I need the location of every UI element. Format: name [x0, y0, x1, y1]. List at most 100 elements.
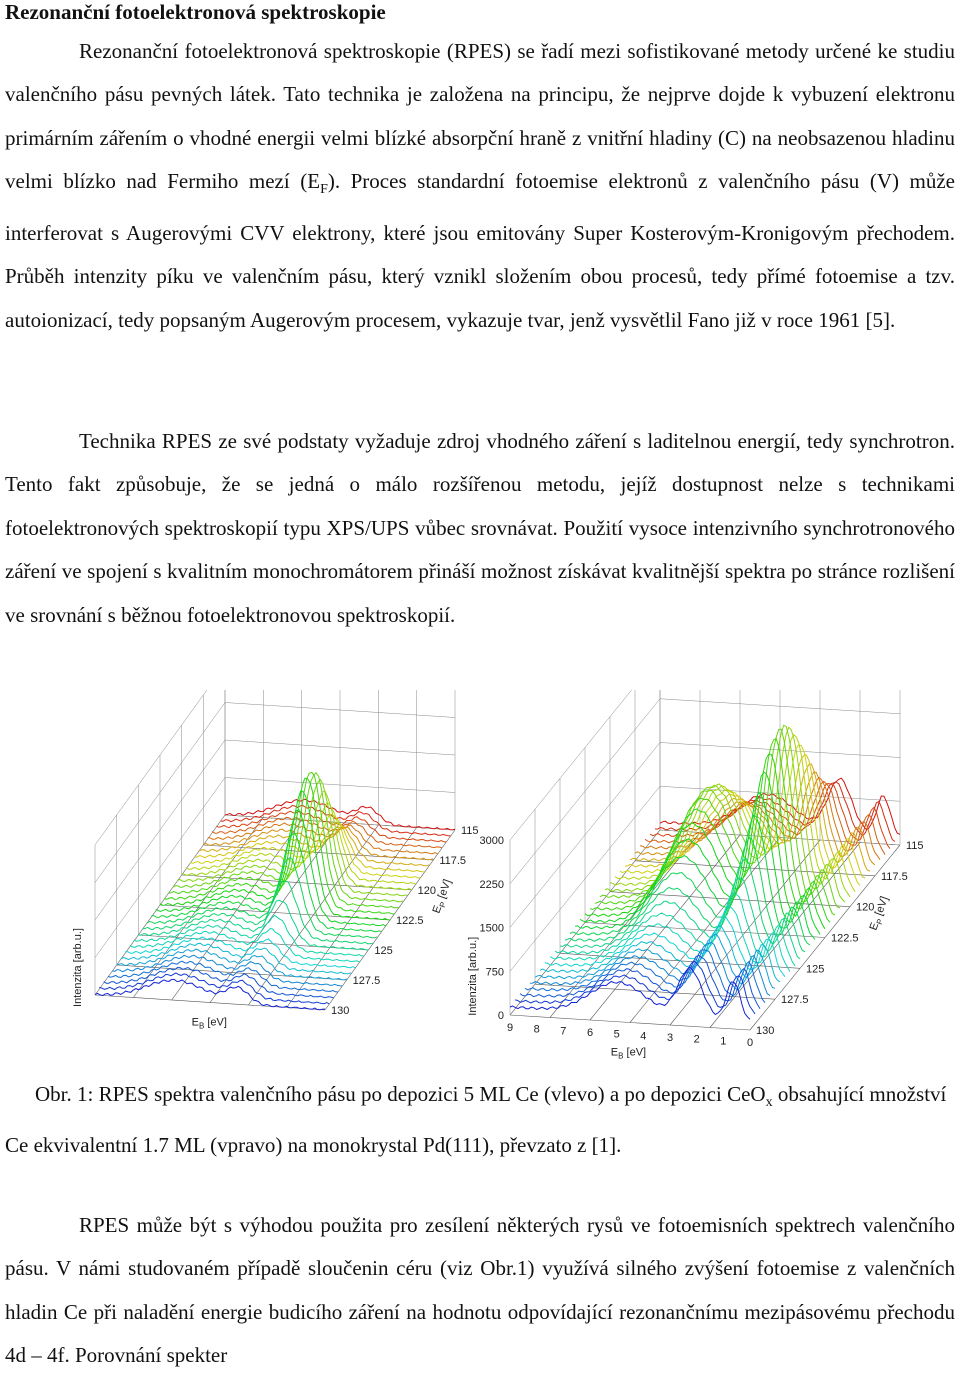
spectrum-line — [125, 936, 356, 969]
spectrum-line — [609, 726, 851, 898]
fermi-subscript: F — [320, 182, 328, 198]
intensity-tick: 1500 — [480, 923, 504, 935]
grid-line — [509, 1014, 751, 1031]
spectrum-line — [514, 960, 756, 1015]
photon-energy-tick: 122.5 — [831, 933, 859, 945]
spectrum-line — [224, 798, 456, 831]
spectrum-line — [594, 738, 836, 916]
spectrum-line — [151, 831, 382, 933]
photon-energy-tick: 117.5 — [439, 855, 466, 867]
binding-energy-tick: 2 — [694, 1034, 700, 1046]
spectrum-line — [129, 927, 360, 963]
spectrum-line — [554, 892, 796, 967]
spectrum-line — [569, 837, 811, 946]
caption-subscript: x — [765, 1095, 773, 1111]
spectrum-line — [614, 733, 856, 893]
grid-line — [94, 994, 326, 1011]
paragraph-1: Rezonanční fotoelektronová spektroskopie… — [5, 30, 955, 342]
floor-grid — [94, 690, 456, 1011]
binding-energy-axis-label: EB [eV] — [611, 1046, 646, 1060]
spectrum-line — [584, 771, 826, 930]
photon-energy-tick: 122.5 — [396, 915, 424, 927]
spectrum-line — [654, 781, 896, 842]
spectrum-line — [155, 809, 386, 927]
binding-energy-tick: 9 — [507, 1022, 513, 1034]
spectrum-line — [116, 948, 347, 981]
spectrum-line — [142, 880, 373, 945]
spectrum-line — [534, 933, 776, 989]
photon-energy-tick: 130 — [756, 1025, 774, 1037]
spectrum-line — [639, 776, 881, 860]
spectrum-line — [519, 954, 761, 1010]
spectrum-line — [146, 856, 378, 939]
photon-energy-tick: 120 — [856, 902, 874, 914]
photon-energy-tick: 125 — [374, 945, 392, 957]
rpes-chart-right: 115 117.5 120 122.5 125 127.5 130 9 8 7 6 5 4 3 2 1 0 0 75… — [467, 690, 924, 1060]
spectrum-line — [524, 949, 766, 1004]
paragraph-1-text-b: ). Proces standardní fotoemise elektronů… — [5, 169, 955, 332]
spectrum-line — [198, 826, 430, 867]
spectrum-line — [599, 728, 841, 909]
spectrum-line — [589, 753, 831, 923]
caption-text-a: Obr. 1: RPES spektra valenčního pásu po … — [35, 1082, 766, 1106]
photon-energy-tick: 125 — [806, 963, 824, 975]
photon-energy-tick: 120 — [418, 885, 436, 897]
binding-energy-tick: 7 — [560, 1025, 566, 1037]
floor-grid — [509, 690, 901, 1031]
binding-energy-tick: 4 — [640, 1030, 646, 1042]
spectrum-line — [185, 802, 417, 885]
spectrum-line — [107, 960, 339, 993]
spectrum-line — [164, 777, 395, 915]
binding-energy-axis-label: EB [eV] — [192, 1016, 227, 1030]
spectrum-line — [579, 791, 821, 935]
photon-energy-tick: 115 — [461, 825, 479, 837]
photon-energy-tick: 130 — [331, 1005, 349, 1017]
spectrum-line — [564, 858, 806, 953]
spectrum-line — [604, 724, 846, 903]
intensity-axis-label: Intenzita [arb.u.] — [467, 937, 479, 1016]
binding-energy-tick: 6 — [587, 1027, 593, 1039]
spectrum-line — [138, 899, 369, 951]
grid-line — [534, 983, 776, 1000]
grid-line — [203, 844, 434, 861]
binding-energy-tick: 8 — [534, 1024, 540, 1036]
paragraph-3: RPES může být s výhodou použita pro zesí… — [5, 1213, 955, 1368]
spectrum-line — [99, 972, 330, 1005]
photon-energy-axis-label: EP [eV] — [868, 895, 893, 933]
spectrum-line — [549, 904, 791, 972]
binding-energy-tick: 5 — [614, 1029, 620, 1041]
spectrum-line — [529, 941, 771, 997]
spectrum-line — [544, 915, 786, 977]
photon-energy-tick: 115 — [906, 840, 924, 852]
spectrum-line — [659, 777, 901, 835]
rpes-chart-left: 115 117.5 120 122.5 125 127.5 130 EB [eV] Intenz… — [72, 690, 479, 1030]
intensity-axis-label: Intenzita [arb.u.] — [72, 928, 84, 1007]
spectrum-line — [172, 772, 404, 903]
intensity-tick: 3000 — [480, 835, 504, 847]
spectrum-line — [120, 942, 352, 975]
spectrum-line — [509, 966, 751, 1020]
paragraph-2: Technika RPES ze své podstaty vyžaduje z… — [5, 429, 955, 627]
spectra-group — [509, 724, 901, 1020]
spectrum-line — [574, 814, 816, 940]
grid-line — [634, 860, 876, 877]
photon-energy-tick: 127.5 — [353, 975, 381, 987]
spectrum-line — [112, 954, 343, 987]
grid-line — [116, 964, 347, 981]
intensity-tick: 0 — [498, 1010, 504, 1022]
spectrum-line — [539, 925, 781, 983]
binding-energy-tick: 1 — [720, 1035, 726, 1047]
spectra-group — [94, 771, 456, 1011]
intensity-tick: 2250 — [480, 879, 504, 891]
intensity-tick: 750 — [486, 966, 504, 978]
spectrum-line — [211, 816, 443, 849]
spectrum-line — [94, 978, 326, 1011]
spectrum-line — [103, 966, 334, 999]
figure-caption: Obr. 1: RPES spektra valenčního pásu po … — [5, 1073, 955, 1167]
paragraph-1-text-a: Rezonanční fotoelektronová spektroskopie… — [5, 39, 955, 194]
photon-energy-tick: 127.5 — [781, 994, 809, 1006]
spectrum-line — [619, 744, 861, 886]
spectrum-line — [559, 877, 801, 960]
section-heading: Rezonanční fotoelektronová spektroskopie — [5, 0, 386, 24]
caption-text-b: obsahující množství Ce ekvivalentní 1.7 … — [5, 1082, 947, 1158]
